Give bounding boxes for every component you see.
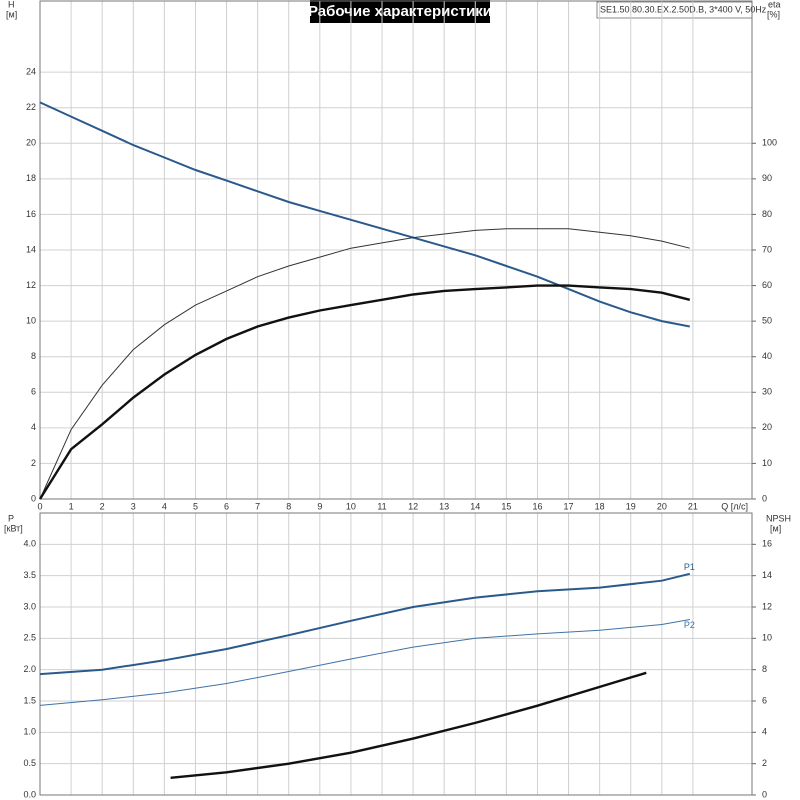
x-axis-label: Q [л/с]	[721, 501, 748, 511]
x-tick-label: 0	[37, 501, 42, 511]
x-tick-label: 4	[162, 501, 167, 511]
plot-frame	[39, 0, 753, 500]
x-tick-label: 6	[224, 501, 229, 511]
y-tick-label: 3.0	[23, 601, 36, 611]
y-axis-label: H	[8, 0, 15, 9]
y-tick-label: 22	[26, 102, 36, 112]
y2-axis-unit: [м]	[770, 523, 781, 533]
y2-tick-label: 12	[762, 601, 772, 611]
model-label: SE1.50.80.30.EX.2.50D.B, 3*400 V, 50Hz	[600, 4, 767, 14]
y2-tick-label: 90	[762, 173, 772, 183]
x-tick-label: 7	[255, 501, 260, 511]
x-tick-label: 19	[626, 501, 636, 511]
series-line	[39, 572, 691, 676]
y2-tick-label: 16	[762, 539, 772, 549]
y-tick-label: 20	[26, 138, 36, 148]
plot-frame	[39, 512, 753, 796]
series-line	[39, 101, 690, 328]
y-tick-label: 18	[26, 173, 36, 183]
series-line	[39, 619, 690, 706]
x-tick-label: 15	[501, 501, 511, 511]
y2-tick-label: 4	[762, 727, 767, 737]
y2-tick-label: 100	[762, 138, 777, 148]
x-tick-label: 10	[346, 501, 356, 511]
y2-tick-label: 40	[762, 351, 772, 361]
y-axis-unit: [кВт]	[4, 523, 23, 533]
x-tick-label: 14	[470, 501, 480, 511]
x-tick-label: 21	[688, 501, 698, 511]
y-tick-label: 4.0	[23, 539, 36, 549]
x-tick-label: 16	[532, 501, 542, 511]
x-tick-label: 1	[69, 501, 74, 511]
y-tick-label: 24	[26, 67, 36, 77]
y2-tick-label: 10	[762, 633, 772, 643]
series-label: P2	[684, 620, 695, 630]
x-tick-label: 20	[657, 501, 667, 511]
y-tick-label: 14	[26, 244, 36, 254]
y2-tick-label: 0	[762, 493, 767, 503]
y-tick-label: 2.5	[23, 633, 36, 643]
y2-tick-label: 14	[762, 570, 772, 580]
x-tick-label: 17	[564, 501, 574, 511]
x-tick-label: 8	[286, 501, 291, 511]
chart-title: Рабочие характеристики	[308, 3, 492, 20]
x-tick-label: 11	[377, 501, 386, 511]
series-line	[38, 284, 691, 500]
x-tick-label: 13	[439, 501, 449, 511]
y2-tick-label: 70	[762, 244, 772, 254]
series-label: P1	[684, 562, 695, 572]
x-tick-label: 2	[100, 501, 105, 511]
y2-tick-label: 60	[762, 280, 772, 290]
series-line	[170, 671, 647, 779]
x-tick-label: 12	[408, 501, 418, 511]
y2-tick-label: 8	[762, 664, 767, 674]
x-tick-label: 5	[193, 501, 198, 511]
y-tick-label: 2	[31, 458, 36, 468]
y2-axis-label: NPSH	[766, 513, 791, 523]
y2-axis-label: eta	[768, 0, 781, 9]
x-tick-label: 18	[595, 501, 605, 511]
y-tick-label: 1.0	[23, 727, 36, 737]
y2-tick-label: 10	[762, 458, 772, 468]
y-axis-label: P	[8, 513, 14, 523]
y2-tick-label: 6	[762, 695, 767, 705]
x-tick-label: 3	[131, 501, 136, 511]
y2-tick-label: 2	[762, 758, 767, 768]
x-tick-label: 9	[317, 501, 322, 511]
y-tick-label: 6	[31, 387, 36, 397]
y-tick-label: 1.5	[23, 695, 36, 705]
y2-tick-label: 30	[762, 387, 772, 397]
title-box	[310, 0, 490, 23]
y2-tick-label: 80	[762, 209, 772, 219]
series-line	[39, 228, 690, 500]
y-tick-label: 8	[31, 351, 36, 361]
y-tick-label: 4	[31, 422, 36, 432]
y-tick-label: 2.0	[23, 664, 36, 674]
y2-tick-label: 20	[762, 422, 772, 432]
y-axis-unit: [м]	[6, 9, 17, 19]
y2-tick-label: 0	[762, 789, 767, 799]
y2-axis-unit: [%]	[767, 9, 780, 19]
y-tick-label: 0	[31, 493, 36, 503]
y-tick-label: 3.5	[23, 570, 36, 580]
y-tick-label: 0.0	[23, 789, 36, 799]
y-tick-label: 0.5	[23, 758, 36, 768]
y2-tick-label: 50	[762, 316, 772, 326]
y-tick-label: 10	[26, 316, 36, 326]
y-tick-label: 12	[26, 280, 36, 290]
y-tick-label: 16	[26, 209, 36, 219]
